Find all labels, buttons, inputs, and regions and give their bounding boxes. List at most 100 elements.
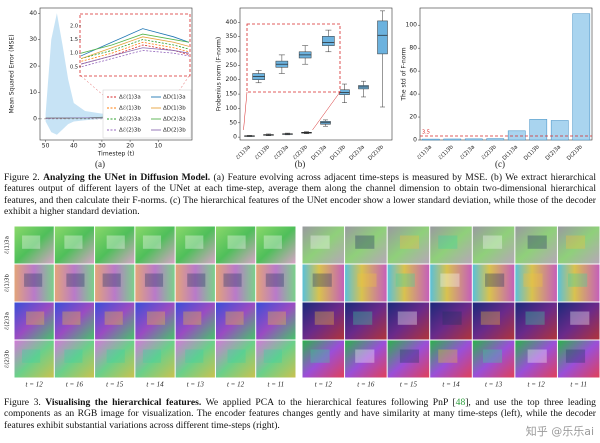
x-tick-label: D(1)3b bbox=[329, 144, 347, 162]
series-line bbox=[81, 28, 189, 57]
feature-image bbox=[345, 264, 387, 302]
feature-detail bbox=[187, 273, 206, 287]
citation[interactable]: 48 bbox=[455, 397, 466, 408]
feature-image bbox=[14, 340, 54, 378]
time-label: t = 15 bbox=[400, 381, 418, 389]
caption-text: ], and use the top three leading compone… bbox=[4, 397, 596, 431]
time-label: t = 16 bbox=[357, 381, 375, 389]
y-axis-label: The std of F-norm bbox=[401, 47, 408, 101]
y-axis-label: Frobenius norm (F-norm) bbox=[216, 37, 223, 111]
y-tick-label: 250 bbox=[226, 62, 238, 69]
x-tick-label: ℰ(1)3b bbox=[254, 144, 271, 161]
x-tick-label: D(2)3b bbox=[566, 144, 584, 162]
y-tick-label: 100 bbox=[226, 105, 238, 112]
legend-label: ΔD(2)3b bbox=[163, 128, 186, 134]
feature-image bbox=[345, 302, 387, 340]
feature-detail bbox=[66, 273, 85, 287]
bar bbox=[486, 138, 505, 141]
zoom-connector bbox=[312, 91, 341, 131]
y-tick-label: 80 bbox=[409, 45, 417, 52]
legend-label: ΔD(1)3b bbox=[163, 106, 186, 112]
feature-detail bbox=[24, 273, 43, 287]
panel-label: (c) bbox=[495, 159, 505, 169]
legend-label: ΔD(1)3a bbox=[163, 95, 186, 101]
caption-text: (a) Feature evolving across adjacent tim… bbox=[4, 172, 596, 217]
feature-detail bbox=[146, 311, 166, 325]
y-tick-label: 20 bbox=[409, 114, 417, 121]
feature-detail bbox=[22, 235, 41, 249]
y-tick-label: 0.5 bbox=[70, 64, 78, 70]
feature-image bbox=[515, 340, 557, 378]
bar bbox=[529, 119, 548, 141]
feature-image bbox=[95, 264, 135, 302]
feature-detail bbox=[22, 349, 41, 363]
bar bbox=[464, 138, 483, 141]
time-label: t = 11 bbox=[268, 381, 285, 389]
feature-detail bbox=[527, 235, 547, 249]
y-tick-label: 400 bbox=[226, 19, 238, 26]
feature-detail bbox=[267, 311, 286, 325]
feature-detail bbox=[482, 349, 503, 363]
feature-detail bbox=[397, 311, 417, 325]
box-body bbox=[339, 89, 350, 95]
feature-detail bbox=[64, 235, 83, 249]
x-tick-label: 40 bbox=[70, 143, 78, 150]
figure-2-charts: 0 10 20 30 40 50 40 30 20 10 Timestep (t) Mean Squa… bbox=[9, 7, 593, 169]
feature-image bbox=[256, 226, 296, 264]
feature-detail bbox=[314, 311, 334, 325]
feature-image bbox=[515, 226, 557, 264]
x-tick-label: ℰ(1)3b bbox=[438, 144, 455, 161]
y-tick-label: 50 bbox=[229, 119, 237, 126]
figure-2-caption: Figure 2. Analyzing the UNet in Diffusio… bbox=[4, 172, 596, 217]
x-tick-label: 20 bbox=[126, 143, 134, 150]
feature-detail bbox=[227, 349, 246, 363]
x-tick-label: ℰ(2)3a bbox=[273, 144, 290, 161]
x-tick-label: ℰ(1)3a bbox=[416, 144, 433, 161]
feature-detail bbox=[64, 349, 83, 363]
feature-image bbox=[302, 264, 345, 302]
feature-image bbox=[95, 226, 135, 264]
feature-image bbox=[215, 340, 256, 378]
feature-image bbox=[175, 226, 215, 264]
x-tick-label: 50 bbox=[42, 143, 50, 150]
feature-image bbox=[14, 226, 54, 264]
x-tick-label: 10 bbox=[154, 143, 162, 150]
legend-label: Δℰ(1)3b bbox=[119, 106, 141, 112]
panel-label: (b) bbox=[295, 159, 306, 169]
feature-image bbox=[387, 226, 430, 264]
feature-image bbox=[472, 340, 515, 378]
y-axis-label: Mean Squared Error (MSE) bbox=[9, 34, 16, 113]
feature-detail bbox=[310, 349, 330, 363]
y-tick-label: 0 bbox=[413, 137, 417, 144]
feature-image bbox=[95, 302, 135, 340]
feature-image bbox=[135, 340, 175, 378]
feature-detail bbox=[185, 349, 204, 363]
feature-detail bbox=[565, 349, 586, 363]
feature-detail bbox=[26, 311, 45, 325]
caption-text: We applied PCA to the hierarchical featu… bbox=[205, 397, 456, 408]
y-tick-label: 10 bbox=[29, 89, 37, 96]
y-tick-label: 150 bbox=[226, 91, 238, 98]
x-tick-label: D(1)3b bbox=[523, 144, 541, 162]
feature-detail bbox=[312, 273, 332, 287]
feature-detail bbox=[142, 235, 162, 249]
row-label: ℰ(1)3b bbox=[5, 273, 11, 292]
feature-image bbox=[54, 302, 95, 340]
feature-image bbox=[430, 264, 472, 302]
inset-frame bbox=[79, 13, 191, 77]
panel-label: (a) bbox=[95, 159, 105, 169]
feature-detail bbox=[185, 235, 204, 249]
feature-detail bbox=[568, 273, 588, 287]
feature-image bbox=[430, 302, 472, 340]
feature-image bbox=[175, 302, 215, 340]
bar bbox=[443, 138, 462, 141]
y-tick-label: 350 bbox=[226, 33, 238, 40]
feature-image bbox=[345, 340, 387, 378]
x-axis-label: Timestep (t) bbox=[97, 151, 135, 158]
feature-image bbox=[54, 264, 95, 302]
feature-image bbox=[302, 226, 345, 264]
feature-detail bbox=[183, 311, 202, 325]
feature-detail bbox=[438, 235, 458, 249]
zoom-connector bbox=[243, 91, 248, 130]
